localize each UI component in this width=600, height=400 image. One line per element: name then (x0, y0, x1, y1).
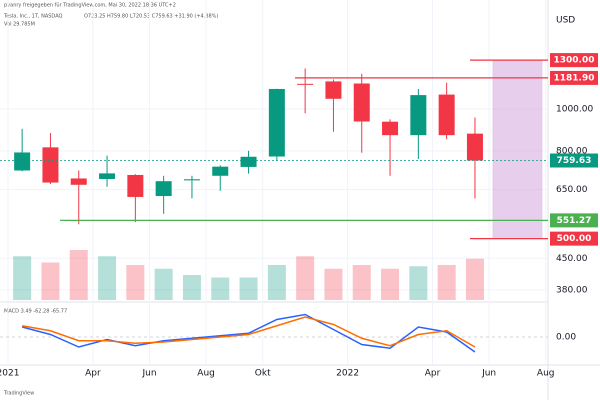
candle-body (353, 83, 370, 122)
volume-bar (211, 277, 230, 300)
x-tick-label: 2021 (0, 369, 19, 379)
y-tick-label: 1000.00 (556, 105, 593, 115)
x-tick-label: 2022 (336, 369, 359, 379)
candle-body (382, 121, 399, 136)
candle-body (99, 173, 116, 179)
currency: USD (556, 16, 575, 26)
volume-bar (154, 268, 173, 300)
volume-bar (324, 268, 343, 300)
y-tick-label: 450.00 (556, 254, 588, 264)
level-label: 1300.00 (554, 56, 595, 66)
macd-line (22, 316, 476, 348)
candle-body (325, 81, 342, 99)
x-tick-label: Apr (85, 369, 101, 379)
volume-bar (182, 275, 201, 300)
level-label: 551.27 (557, 216, 592, 226)
volume-bar (41, 262, 60, 300)
level-label: 759.63 (557, 156, 592, 166)
volume-bar (352, 265, 371, 300)
x-tick-label: Aug (537, 369, 555, 379)
candle-body (438, 94, 455, 136)
volume-bar (409, 266, 428, 300)
candle-body (42, 147, 59, 183)
volume-bar (98, 256, 117, 300)
candle-body (297, 83, 314, 85)
volume-bar (381, 268, 400, 300)
y-tick-label: 800.00 (556, 146, 588, 156)
candle-body (466, 133, 483, 161)
volume-bar (69, 250, 88, 300)
footer: TradingView (3, 391, 34, 397)
volume-bar (437, 265, 456, 300)
candle-body (268, 88, 285, 157)
level-label: 500.00 (557, 234, 592, 244)
level-label-box (550, 153, 598, 168)
volume-bar (13, 256, 32, 300)
level-label: 1181.90 (554, 73, 595, 83)
volume-bar (126, 265, 145, 300)
x-tick-label: Aug (197, 369, 215, 379)
candle-body (240, 156, 257, 167)
level-label-box (550, 231, 598, 246)
header: pvanry freigegeben für TradingView.com, … (4, 3, 176, 9)
volume-label: Vol 29.785M (4, 22, 35, 28)
y-tick-label: 380.00 (556, 285, 588, 295)
level-label-box (550, 53, 598, 68)
volume-bar (239, 277, 258, 300)
candle-body (410, 95, 427, 136)
ohlc-label: O723.25 H759.80 L720.53 C759.63 +31.90 (… (84, 14, 218, 20)
level-label-box (550, 70, 598, 85)
volume-bar (465, 258, 484, 300)
date-price-range (492, 59, 543, 239)
volume-bar (296, 256, 315, 300)
y-tick-label: 650.00 (556, 185, 588, 195)
x-tick-label: Okt (255, 369, 271, 379)
candle-body (14, 152, 31, 171)
level-label-box (550, 213, 598, 228)
x-tick-label: Apr (425, 369, 441, 379)
candle-body (183, 179, 200, 181)
volume-bar (267, 265, 286, 300)
x-tick-label: Jun (141, 369, 156, 379)
symbol-title: Tesla, Inc., 1T, NASDAQ (3, 14, 63, 20)
candle-body (70, 178, 87, 185)
candle-body (212, 166, 229, 176)
candle-body (127, 174, 144, 197)
x-tick-label: Jun (481, 369, 496, 379)
macd-title: MACD 3.49 -62.28 -65.77 (4, 309, 67, 315)
y-tick-label: 0.00 (556, 333, 576, 343)
macd-line (21, 313, 476, 353)
candle-body (155, 181, 172, 197)
